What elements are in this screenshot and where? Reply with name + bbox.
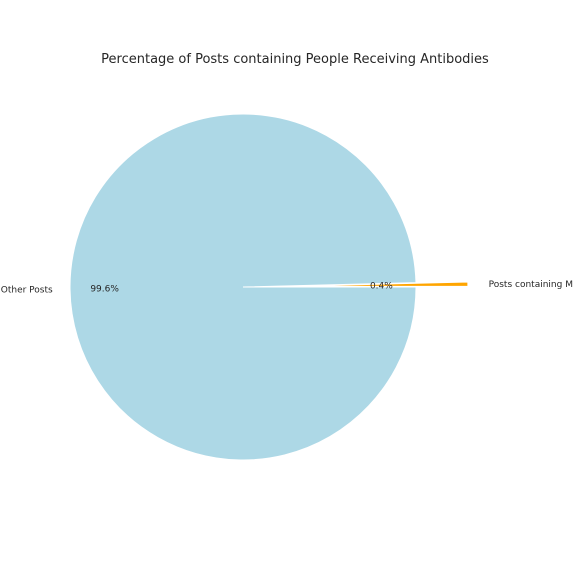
chart-title: Percentage of Posts containing People Re… [101, 52, 489, 67]
pie-slice-label-1: Posts containing M [489, 280, 573, 290]
pie-pct-label-2: 99.6% [90, 285, 119, 295]
pie-labels: 0.4% Posts containing M 99.6% Other Posts [1, 280, 573, 295]
pie-slice-label-2: Other Posts [1, 285, 53, 295]
pie-slice-2 [69, 113, 417, 461]
pie-slice-1 [294, 281, 469, 287]
pie-pct-label-1: 0.4% [370, 281, 393, 291]
pie-slices [69, 113, 469, 461]
